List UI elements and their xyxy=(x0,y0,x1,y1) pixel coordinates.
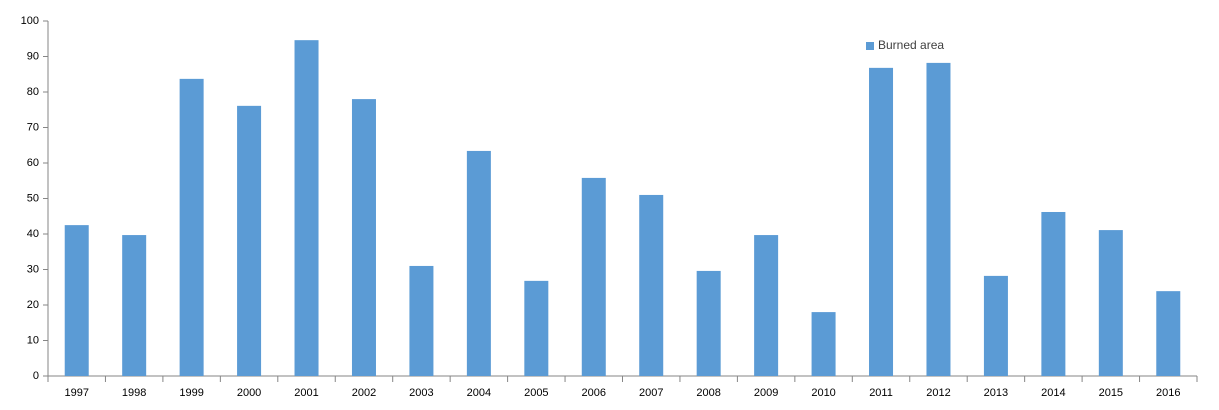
x-tick-label: 2015 xyxy=(1099,387,1123,399)
bar xyxy=(869,67,894,377)
y-tick-label: 10 xyxy=(27,334,39,346)
y-tick-label: 30 xyxy=(27,263,39,275)
x-tick-label: 2007 xyxy=(639,387,663,399)
bar xyxy=(466,150,491,376)
bar xyxy=(64,225,89,376)
y-tick-label: 0 xyxy=(33,370,39,382)
x-tick-label: 2001 xyxy=(294,387,318,399)
y-tick-label: 70 xyxy=(27,121,39,133)
x-tick-label: 2005 xyxy=(524,387,548,399)
bar xyxy=(409,265,434,376)
bar xyxy=(179,78,204,377)
bar xyxy=(754,235,779,376)
bar xyxy=(351,99,376,376)
bar xyxy=(581,177,606,376)
y-tick-label: 50 xyxy=(27,192,39,204)
y-tick-label: 100 xyxy=(21,15,39,27)
legend-swatch xyxy=(866,42,874,50)
x-tick-label: 2016 xyxy=(1156,387,1180,399)
bar xyxy=(926,62,951,376)
x-tick-label: 2012 xyxy=(926,387,950,399)
y-tick-label: 40 xyxy=(27,228,39,240)
x-tick-label: 2003 xyxy=(409,387,433,399)
y-tick-label: 20 xyxy=(27,299,39,311)
bar xyxy=(811,312,836,376)
x-tick-label: 1997 xyxy=(64,387,88,399)
y-tick-label: 80 xyxy=(27,86,39,98)
x-tick-label: 2009 xyxy=(754,387,778,399)
x-tick-label: 2010 xyxy=(811,387,835,399)
x-tick-label: 2014 xyxy=(1041,387,1065,399)
x-tick-label: 2008 xyxy=(696,387,720,399)
x-tick-label: 2000 xyxy=(237,387,261,399)
x-tick-label: 2011 xyxy=(869,387,893,399)
bar xyxy=(1156,291,1181,376)
bar xyxy=(524,280,549,376)
x-tick-label: 2002 xyxy=(352,387,376,399)
bar xyxy=(294,40,319,377)
x-tick-label: 2004 xyxy=(467,387,491,399)
x-tick-label: 1998 xyxy=(122,387,146,399)
y-tick-label: 90 xyxy=(27,50,39,62)
bar xyxy=(122,235,147,376)
x-tick-label: 1999 xyxy=(179,387,203,399)
bar xyxy=(696,270,721,376)
legend-label: Burned area xyxy=(878,38,944,52)
bar xyxy=(1041,211,1066,376)
x-tick-label: 2013 xyxy=(984,387,1008,399)
bar xyxy=(983,275,1008,376)
bar xyxy=(639,194,664,376)
bar xyxy=(1098,230,1123,376)
y-tick-label: 60 xyxy=(27,157,39,169)
bar xyxy=(237,105,262,376)
x-tick-label: 2006 xyxy=(582,387,606,399)
